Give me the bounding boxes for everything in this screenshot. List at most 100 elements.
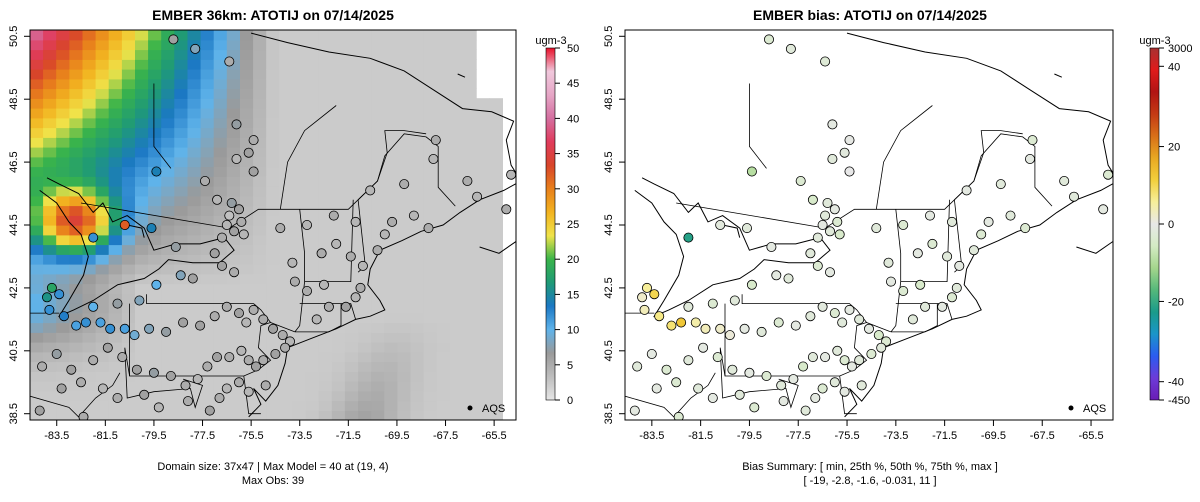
bias-site (871, 223, 882, 234)
grid-cell (449, 166, 464, 177)
grid-cell (449, 234, 464, 246)
grid-cell (476, 137, 490, 148)
grid-cell (174, 186, 188, 197)
grid-cell (213, 117, 228, 129)
grid-cell (449, 176, 464, 187)
obs-site (180, 380, 191, 391)
grid-cell (82, 69, 97, 80)
grid-cell (305, 39, 320, 51)
grid-cell (56, 332, 70, 343)
grid-cell (331, 371, 346, 382)
grid-cell (200, 156, 215, 168)
obs-site (340, 301, 351, 312)
grid-cell (135, 283, 149, 294)
bias-tick-label: -40 (1168, 377, 1184, 389)
obs-site (182, 396, 193, 407)
state-boundary (953, 133, 1053, 273)
grid-cell (121, 254, 136, 265)
grid-cell (43, 59, 57, 70)
grid-cell (463, 351, 477, 363)
grid-cell (43, 49, 57, 60)
bias-site (676, 317, 687, 328)
grid-cell (56, 322, 70, 333)
grid-cell (371, 166, 385, 177)
colorbar-tick-label: 45 (567, 78, 579, 90)
grid-cell (108, 234, 123, 246)
grid-cell (371, 371, 385, 382)
grid-cell (226, 108, 241, 119)
grid-cell (489, 312, 503, 324)
grid-cell (279, 147, 293, 158)
grid-cell (135, 205, 149, 216)
grid-cell (253, 342, 267, 353)
grid-cell (69, 127, 84, 138)
grid-cell (56, 195, 70, 207)
grid-cell (344, 303, 359, 314)
grid-cell (344, 176, 359, 187)
grid-cell (449, 39, 464, 51)
grid-cell (463, 147, 477, 158)
grid-cell (213, 225, 228, 236)
grid-cell (226, 312, 241, 324)
grid-cell (384, 264, 398, 275)
grid-cell (397, 410, 412, 420)
grid-cell (449, 273, 464, 285)
bias-site (834, 229, 845, 240)
grid-cell (108, 147, 123, 158)
grid-cell (121, 147, 136, 158)
grid-cell (56, 234, 70, 246)
colorbar-tick-label: 5 (567, 360, 573, 372)
grid-cell (463, 215, 477, 226)
obs-site (277, 330, 288, 341)
grid-cell (305, 98, 320, 109)
grid-cell (148, 117, 162, 129)
grid-cell (358, 156, 372, 168)
obs-site (399, 179, 410, 190)
grid-cell (56, 127, 70, 138)
grid-cell (384, 117, 398, 129)
grid-cell (200, 283, 215, 294)
grid-cell (371, 283, 385, 294)
bias-tick-label: 40 (1168, 61, 1180, 73)
grid-cell (161, 234, 175, 246)
grid-cell (43, 147, 57, 158)
grid-cell (43, 137, 57, 148)
grid-cell (279, 254, 293, 265)
grid-cell (423, 390, 438, 402)
grid-cell (69, 30, 84, 41)
grid-cell (279, 205, 293, 216)
grid-cell (82, 410, 97, 420)
grid-cell (174, 400, 188, 411)
grid-cell (463, 410, 477, 420)
obs-site (236, 216, 247, 227)
grid-cell (108, 127, 123, 138)
grid-cell (253, 156, 267, 168)
grid-cell (305, 322, 320, 333)
grid-cell (240, 244, 254, 255)
grid-cell (108, 273, 123, 285)
grid-cell (410, 215, 425, 226)
grid-cell (253, 390, 267, 402)
grid-cell (423, 361, 438, 372)
grid-cell (331, 273, 346, 285)
grid-cell (344, 108, 359, 119)
grid-cell (226, 381, 241, 392)
bias-site (783, 273, 794, 284)
bias-tick-label: 3000 (1168, 43, 1192, 55)
grid-cell (226, 303, 241, 314)
grid-cell (148, 78, 162, 90)
grid-cell (253, 49, 267, 60)
grid-cell (266, 49, 280, 60)
grid-cell (358, 49, 372, 60)
grid-cell (463, 127, 477, 138)
grid-cell (331, 137, 346, 148)
coastline (479, 240, 516, 254)
grid-cell (449, 195, 464, 207)
bias-site (671, 377, 682, 388)
grid-cell (69, 400, 84, 411)
grid-cell (213, 244, 228, 255)
grid-cell (292, 98, 307, 109)
grid-cell (187, 127, 202, 138)
y-tick-label: 44.5 (8, 214, 20, 235)
grid-cell (436, 371, 451, 382)
